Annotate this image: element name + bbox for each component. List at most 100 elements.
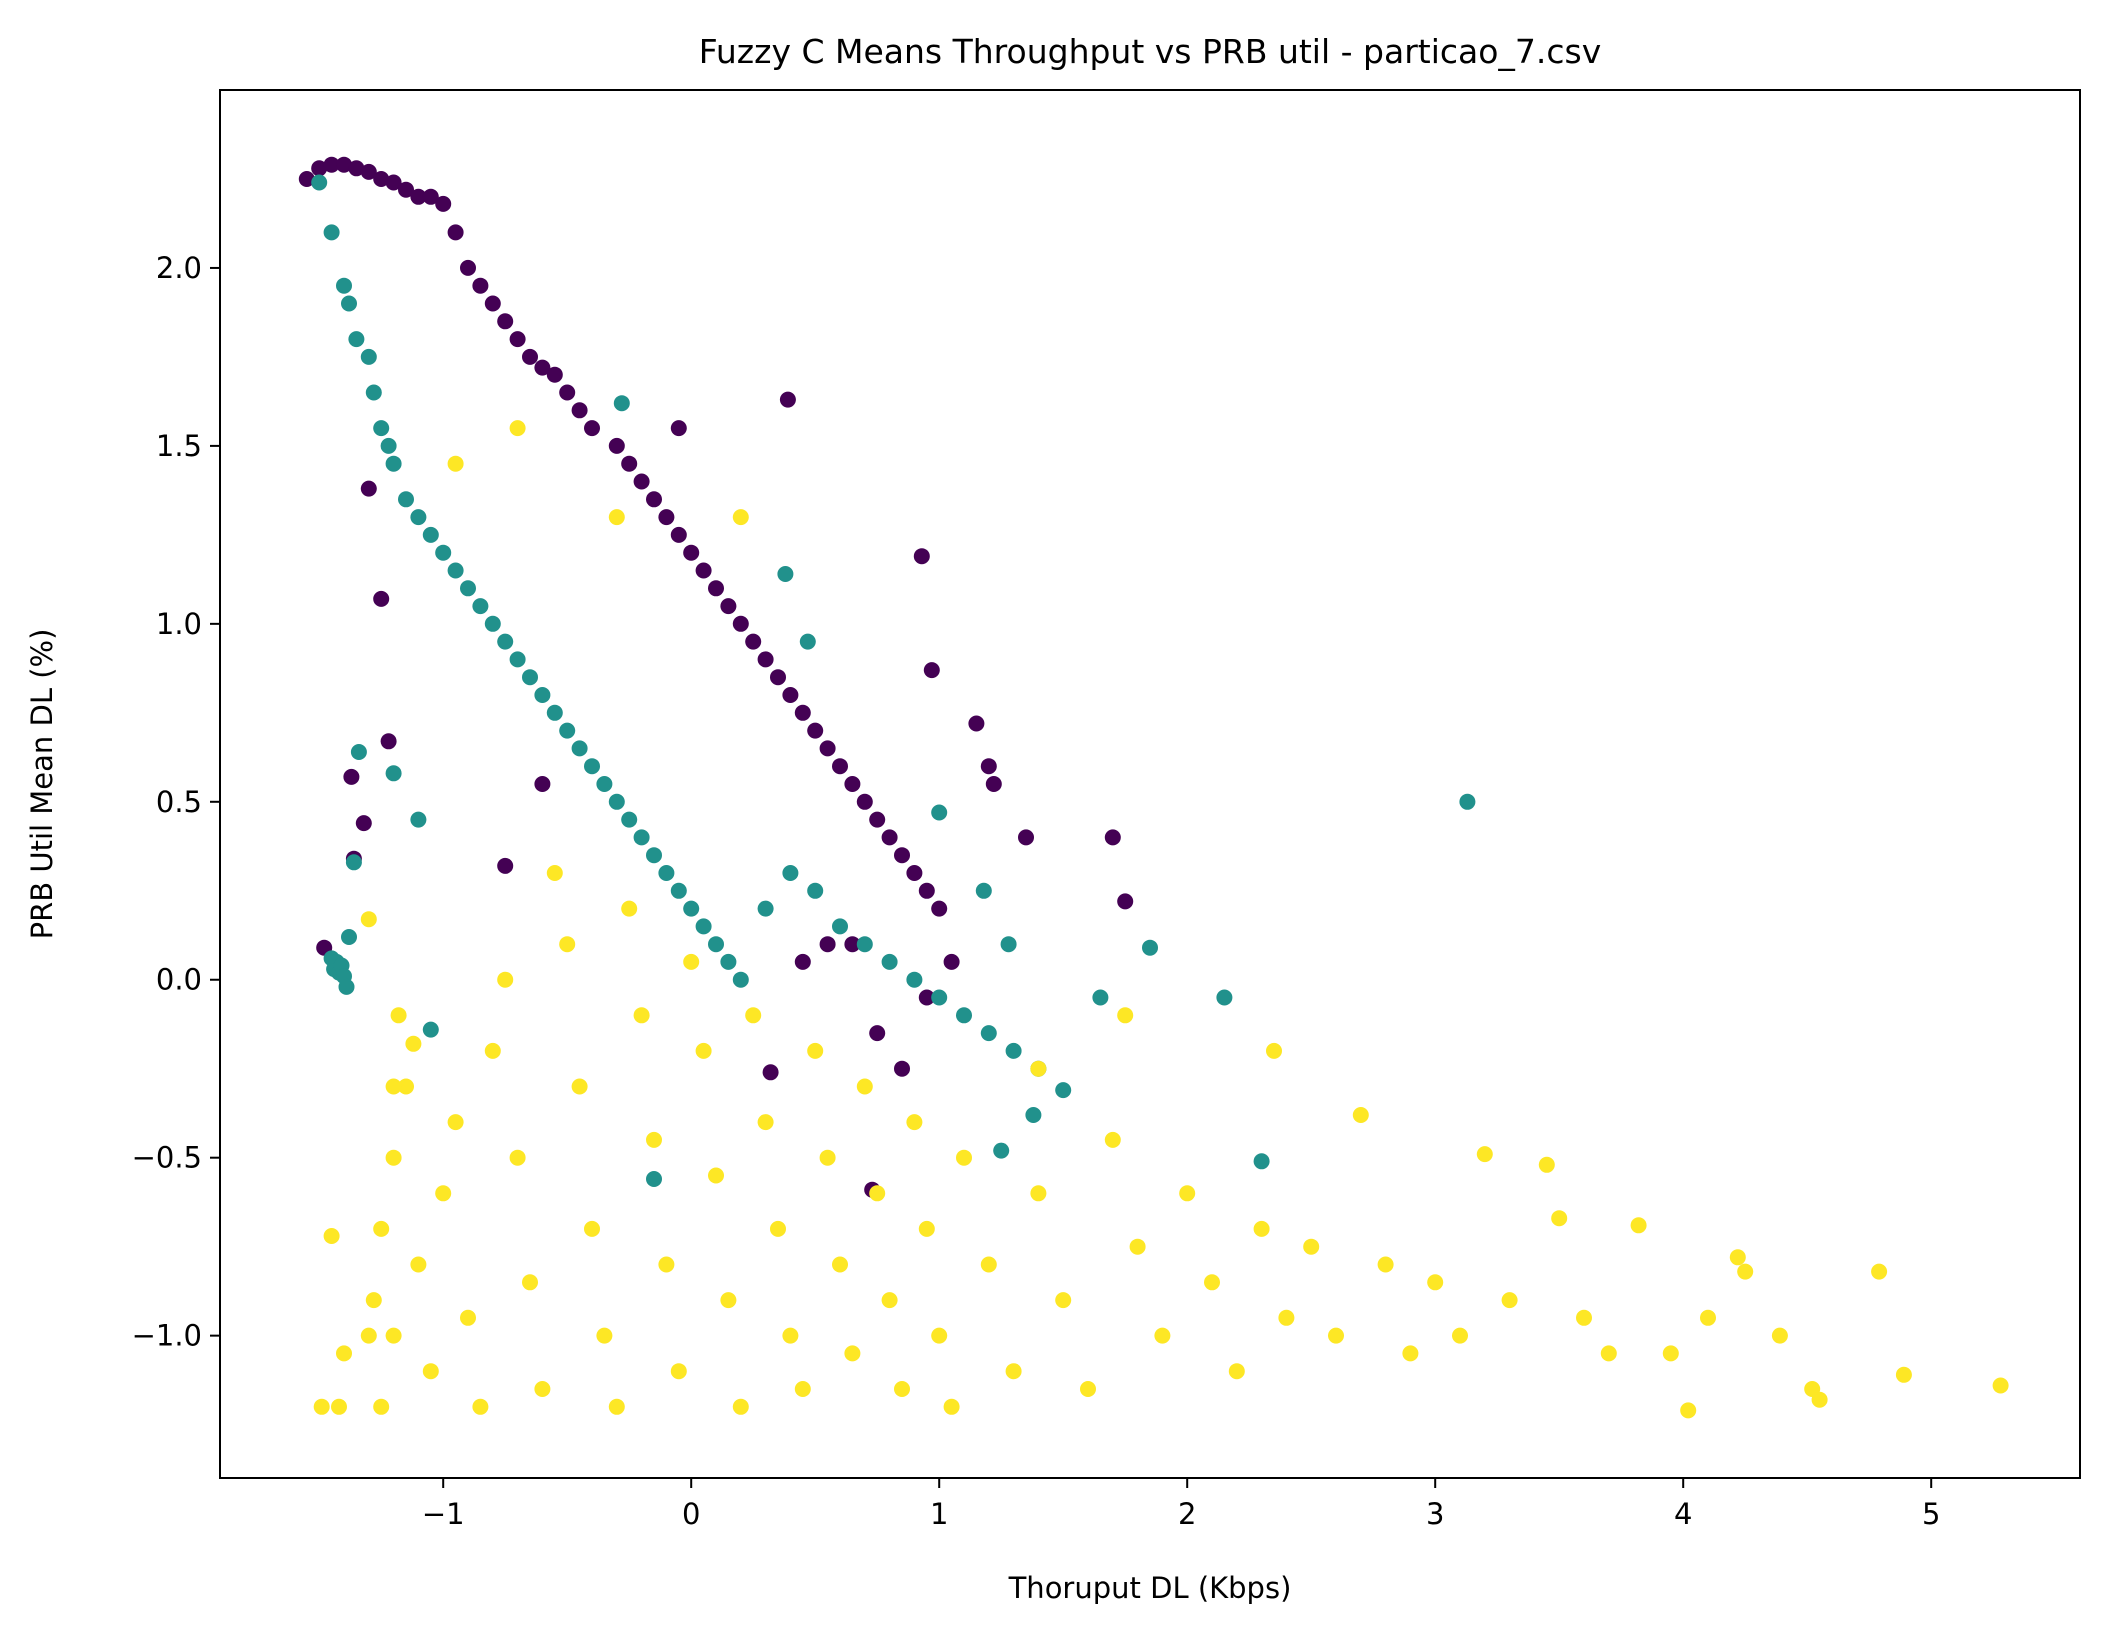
scatter-point-cluster-2 — [1729, 1249, 1746, 1266]
x-tick-label: −1 — [422, 1497, 465, 1531]
scatter-point-cluster-0 — [460, 259, 476, 276]
scatter-point-cluster-2 — [571, 1078, 588, 1095]
scatter-point-cluster-2 — [472, 1398, 489, 1415]
scatter-point-cluster-1 — [993, 1142, 1010, 1159]
scatter-point-cluster-0 — [472, 277, 489, 294]
scatter-point-cluster-2 — [331, 1398, 347, 1415]
scatter-point-cluster-0 — [695, 562, 712, 579]
scatter-point-cluster-2 — [757, 1114, 774, 1131]
scatter-point-cluster-0 — [311, 160, 328, 177]
scatter-point-cluster-1 — [931, 989, 948, 1006]
scatter-point-cluster-2 — [844, 1345, 861, 1362]
scatter-point-cluster-2 — [745, 1007, 762, 1024]
scatter-point-cluster-0 — [336, 156, 352, 173]
points-layer — [298, 156, 2009, 1419]
scatter-point-cluster-2 — [1427, 1274, 1444, 1291]
scatter-point-cluster-0 — [869, 1025, 886, 1042]
scatter-point-cluster-2 — [633, 1007, 650, 1024]
x-tick-label: 2 — [1178, 1497, 1196, 1531]
scatter-point-cluster-1 — [757, 900, 774, 917]
scatter-point-cluster-1 — [646, 847, 662, 864]
scatter-point-cluster-2 — [1204, 1274, 1220, 1291]
scatter-point-cluster-0 — [670, 526, 687, 543]
scatter-point-cluster-0 — [571, 402, 588, 419]
scatter-point-cluster-2 — [1662, 1345, 1679, 1362]
scatter-point-cluster-2 — [1253, 1220, 1270, 1237]
scatter-point-cluster-2 — [1005, 1363, 1022, 1380]
scatter-point-cluster-0 — [923, 662, 940, 679]
scatter-point-cluster-0 — [534, 776, 551, 792]
scatter-point-cluster-2 — [1179, 1185, 1196, 1202]
scatter-point-cluster-2 — [1154, 1327, 1171, 1344]
x-axis-label: Thoruput DL (Kbps) — [1008, 1571, 1292, 1605]
scatter-point-cluster-2 — [782, 1327, 799, 1344]
scatter-point-cluster-1 — [1025, 1107, 1042, 1123]
scatter-point-cluster-2 — [1278, 1309, 1295, 1326]
scatter-point-cluster-1 — [633, 829, 650, 846]
scatter-point-cluster-2 — [695, 1042, 712, 1059]
scatter-point-cluster-0 — [770, 669, 786, 686]
scatter-point-cluster-0 — [881, 829, 898, 846]
scatter-point-cluster-2 — [683, 953, 700, 970]
scatter-point-cluster-0 — [819, 936, 836, 953]
scatter-point-cluster-0 — [584, 420, 600, 437]
scatter-point-cluster-1 — [980, 1025, 997, 1042]
scatter-point-cluster-1 — [782, 865, 799, 881]
scatter-point-cluster-2 — [1030, 1060, 1047, 1077]
scatter-point-cluster-1 — [311, 174, 328, 191]
scatter-point-cluster-1 — [732, 971, 749, 988]
scatter-point-cluster-2 — [1600, 1345, 1617, 1362]
scatter-point-cluster-0 — [670, 420, 687, 437]
scatter-point-cluster-1 — [341, 929, 357, 945]
scatter-point-cluster-1 — [460, 580, 476, 597]
y-tick-label: −0.5 — [132, 1141, 202, 1175]
scatter-point-cluster-0 — [360, 480, 377, 497]
scatter-point-cluster-1 — [385, 455, 402, 472]
scatter-point-cluster-2 — [385, 1149, 402, 1166]
scatter-point-cluster-0 — [447, 224, 464, 241]
scatter-point-cluster-1 — [975, 882, 992, 899]
scatter-point-cluster-0 — [913, 548, 930, 565]
scatter-point-cluster-0 — [894, 1060, 910, 1077]
scatter-point-cluster-1 — [621, 811, 638, 828]
y-axis: −1.0 −0.5 0.0 0.5 1.0 1.5 2.0 — [132, 251, 220, 1353]
scatter-point-cluster-1 — [906, 971, 923, 988]
scatter-point-cluster-0 — [497, 313, 514, 330]
scatter-point-cluster-2 — [658, 1256, 675, 1273]
scatter-point-cluster-0 — [980, 758, 997, 775]
scatter-point-cluster-2 — [956, 1149, 972, 1166]
scatter-point-cluster-0 — [1117, 893, 1134, 910]
scatter-point-cluster-2 — [1871, 1263, 1888, 1280]
scatter-point-cluster-2 — [1771, 1327, 1788, 1344]
scatter-point-cluster-0 — [869, 811, 886, 828]
scatter-point-cluster-1 — [695, 918, 712, 935]
scatter-point-cluster-0 — [683, 544, 700, 561]
scatter-point-cluster-1 — [323, 224, 340, 241]
scatter-point-cluster-0 — [546, 366, 563, 383]
scatter-point-cluster-1 — [777, 566, 794, 582]
scatter-point-cluster-0 — [608, 437, 625, 454]
scatter-point-cluster-0 — [398, 181, 414, 198]
scatter-point-cluster-1 — [341, 295, 357, 312]
scatter-point-cluster-2 — [1576, 1309, 1592, 1326]
scatter-point-cluster-2 — [1501, 1292, 1518, 1309]
scatter-point-cluster-1 — [360, 348, 377, 365]
scatter-point-cluster-2 — [980, 1256, 997, 1273]
scatter-point-cluster-1 — [807, 882, 824, 899]
scatter-point-cluster-2 — [1228, 1363, 1245, 1380]
scatter-point-cluster-2 — [732, 509, 749, 526]
scatter-point-cluster-2 — [1551, 1210, 1568, 1227]
scatter-point-cluster-0 — [522, 348, 538, 365]
scatter-point-cluster-2 — [608, 1398, 625, 1415]
scatter-point-cluster-2 — [1992, 1377, 2009, 1394]
scatter-point-cluster-0 — [343, 768, 360, 785]
scatter-point-cluster-1 — [484, 615, 501, 632]
scatter-point-cluster-2 — [584, 1220, 600, 1237]
scatter-point-cluster-0 — [380, 733, 397, 750]
scatter-point-cluster-0 — [794, 704, 811, 721]
scatter-point-cluster-0 — [410, 188, 427, 205]
scatter-point-cluster-0 — [534, 359, 551, 376]
scatter-point-cluster-2 — [906, 1114, 923, 1131]
scatter-point-cluster-0 — [621, 455, 638, 472]
